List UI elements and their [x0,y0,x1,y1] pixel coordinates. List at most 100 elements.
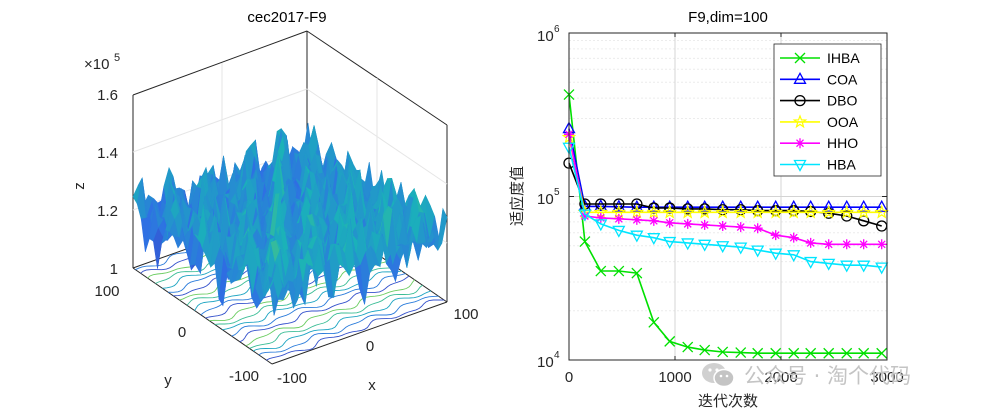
data-point-hho [841,239,852,250]
legend-label: COA [827,71,858,87]
watermark: 公众号 · 淘个代码 [700,357,980,393]
data-point-coa [822,199,836,212]
y-axis: 100 0 -100 [94,283,259,385]
data-point-hho [631,214,642,225]
z-exponent-power: 5 [114,52,120,64]
series-line-dbo [568,162,882,227]
data-point-hba [663,236,677,249]
data-point-ooa [733,204,749,219]
y-tick-1e5: 10 5 [537,187,560,208]
series-layer [561,89,890,359]
data-point-ihba [788,347,800,359]
data-point-ihba [752,347,764,359]
data-point-hba [787,250,801,263]
data-point-hba [734,242,748,255]
data-point-hho [788,232,799,243]
data-point-ihba [579,236,591,248]
legend-item-dbo: DBO [780,93,857,109]
data-point-dbo [682,203,694,215]
data-point-hho [876,239,887,250]
data-point-hho [752,223,763,234]
y-tick-label: -100 [229,368,259,385]
data-point-hba [612,225,626,238]
legend: IHBA COA DBO OOA HHO HBA [773,43,882,177]
wechat-icon [700,361,736,389]
contour-line [258,295,439,356]
data-point-coa [875,199,889,212]
data-point-ooa [874,204,890,219]
data-point-ihba [664,335,676,347]
y-tick-label: 0 [178,324,186,341]
y-tick-power: 5 [554,187,560,198]
series-line-hba [568,147,882,268]
y-tick-1e6: 10 6 [537,24,560,45]
data-point-coa [647,199,661,212]
data-point-ooa [662,204,678,219]
legend-item-coa: COA [780,71,858,87]
x-tick-label: 3000 [870,369,903,386]
data-point-hba [840,260,854,273]
legend-marker [793,159,807,172]
data-point-hho [595,212,606,223]
data-point-ooa [768,204,784,219]
series-hho [564,129,887,250]
data-point-hho [717,221,728,232]
x-tick-label: 0 [366,338,374,355]
data-point-dbo [631,198,643,210]
data-point-hho [805,237,816,248]
y-axis-ticks: 10 6 10 5 10 4 [537,24,560,371]
data-point-dbo [823,207,835,219]
data-point-hho [579,210,590,221]
surface-patch [437,207,448,251]
series-hba [562,142,889,275]
x-tick-label: 0 [565,369,573,386]
data-point-hba [594,219,608,232]
z-exponent: ×10 5 [84,52,120,73]
data-point-hho [664,217,675,228]
convergence-chart: F9,dim=100 10 6 10 5 10 4 0 1000 2000 30… [508,9,904,410]
chart-title-right: F9,dim=100 [688,9,768,26]
x-tick-label: -100 [277,370,307,387]
data-point-hba [716,241,730,254]
data-point-dbo [858,215,870,227]
data-point-hba [681,238,695,251]
series-ihba [563,89,888,359]
legend-marker [794,94,806,107]
data-point-ihba [735,347,747,359]
legend-label: OOA [827,114,859,130]
data-point-hba [630,230,644,243]
data-point-hho [823,239,834,250]
data-point-hho [699,219,710,230]
contour-line [253,290,432,352]
y-axis-label: y [164,372,172,389]
data-point-dbo [841,210,853,222]
data-point-coa [594,199,608,212]
data-point-ihba [876,347,888,359]
watermark-text: 公众号 · 淘个代码 [744,364,912,388]
data-point-ooa [856,204,872,219]
data-point-ihba [841,347,853,359]
contour-line [222,270,402,331]
legend-marker [793,71,807,84]
y-tick-label: 100 [94,283,119,300]
y-axis-label: 适应度值 [508,166,526,226]
data-point-coa [698,199,712,212]
chart-title-left: cec2017-F9 [247,9,326,26]
contour-line [266,299,445,361]
legend-marker [795,138,805,149]
data-point-ooa [680,204,696,219]
data-point-ihba [823,347,835,359]
y-tick-power: 6 [554,24,560,35]
x-axis: -100 0 100 [277,306,479,387]
data-point-ihba [858,347,870,359]
legend-label: HHO [827,135,858,151]
data-point-hba [804,256,818,269]
surface-chart: cec2017-F9 1 1.2 1.4 1.6 ×10 5 z 100 0 -… [71,9,479,394]
data-point-dbo [613,198,625,210]
data-point-ihba [717,346,729,358]
data-point-coa [663,199,677,212]
ticks [568,32,888,361]
data-point-ihba [595,265,607,277]
data-point-ihba [613,265,625,277]
data-point-ihba [699,344,711,356]
